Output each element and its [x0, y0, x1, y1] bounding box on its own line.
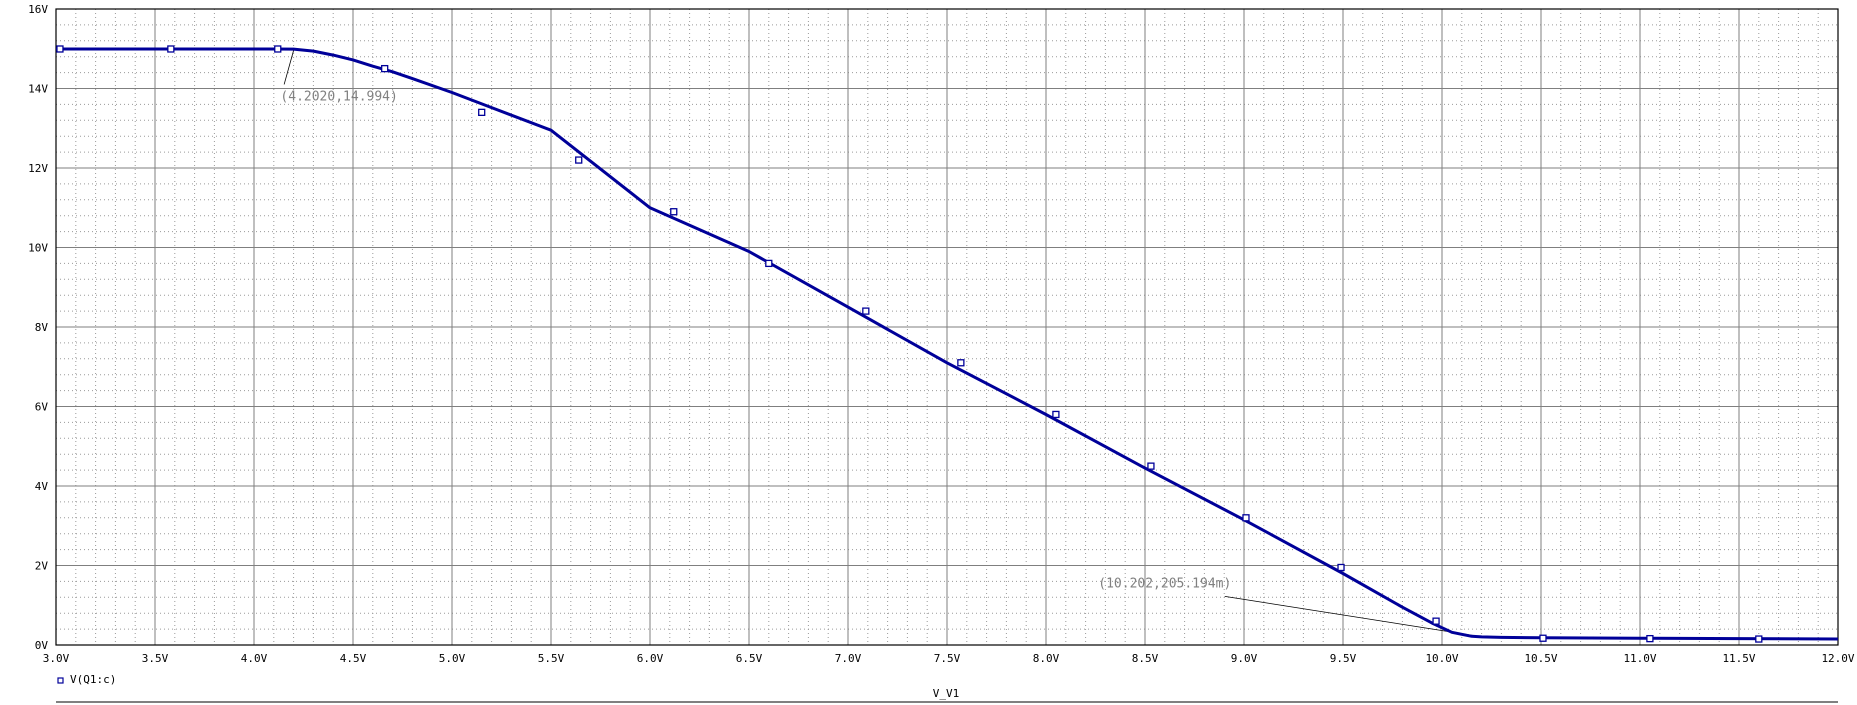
trace-marker: [381, 64, 389, 73]
trace-marker: [670, 208, 678, 216]
trace-marker: [957, 359, 965, 367]
grid: [55, 8, 1839, 646]
trace-layer: [56, 47, 1839, 641]
annotation-leaders: [283, 48, 1483, 638]
trace-marker: [1337, 563, 1345, 572]
x-tick-label: 12.0V: [1821, 652, 1854, 665]
x-tick-label: 8.0V: [1033, 652, 1060, 665]
trace-marker: [1432, 617, 1440, 625]
y-tick-label: 14V: [28, 83, 48, 96]
annotation-leader-line: [283, 48, 295, 85]
legend-marker: [57, 677, 64, 684]
trace-marker: [274, 45, 282, 53]
x-tick-label: 9.0V: [1231, 652, 1258, 665]
x-axis-label: V_V1: [933, 687, 960, 700]
x-tick-label: 3.5V: [142, 652, 169, 665]
series-line-v-q1-c: [56, 47, 1839, 641]
x-tick-label: 9.5V: [1330, 652, 1357, 665]
annotation-labels: (4.2020,14.994) (10.202,205.194m): [280, 89, 1231, 591]
trace-marker: [1539, 634, 1547, 642]
trace-marker: [167, 45, 175, 53]
trace-marker: [862, 307, 870, 315]
plot-frame: [55, 8, 1839, 646]
x-tick-label: 7.0V: [835, 652, 862, 665]
x-tick-label: 7.5V: [934, 652, 961, 665]
x-tick-label: 10.0V: [1425, 652, 1458, 665]
trace-marker: [1147, 462, 1155, 470]
y-tick-label: 6V: [35, 401, 49, 414]
annotation-leader-line: [1224, 595, 1483, 638]
trace-marker: [575, 156, 583, 164]
trace-marker: [478, 108, 486, 116]
trace-marker: [1242, 514, 1250, 522]
x-tick-label: 6.0V: [637, 652, 664, 665]
annotation-label: (10.202,205.194m): [1098, 576, 1231, 591]
y-tick-label: 16V: [28, 3, 48, 16]
legend: V(Q1:c): [57, 673, 116, 686]
annotation-label: (4.2020,14.994): [280, 89, 397, 104]
x-tick-label: 10.5V: [1524, 652, 1557, 665]
trace-marker: [1646, 634, 1654, 643]
x-tick-label: 6.5V: [736, 652, 763, 665]
x-tick-label: 4.0V: [241, 652, 268, 665]
y-tick-label: 4V: [35, 480, 49, 493]
legend-label: V(Q1:c): [70, 673, 116, 686]
y-tick-label: 10V: [28, 242, 48, 255]
y-tick-label: 2V: [35, 560, 49, 573]
x-tick-label: 3.0V: [43, 652, 70, 665]
x-tick-label: 11.5V: [1722, 652, 1755, 665]
trace-marker: [1052, 410, 1060, 419]
y-tick-label: 8V: [35, 321, 49, 334]
trace-marker: [765, 259, 773, 268]
x-tick-label: 11.0V: [1623, 652, 1656, 665]
tick-labels: 3.0V 3.5V 4.0V 4.5V 5.0V 5.5V 6.0V 6.5V 7.0V 7.5V…: [28, 3, 1855, 665]
x-tick-label: 4.5V: [340, 652, 367, 665]
marker-layer: [56, 45, 1763, 643]
y-tick-label: 12V: [28, 162, 48, 175]
trace-marker: [56, 45, 64, 53]
x-tick-label: 5.0V: [439, 652, 466, 665]
y-tick-label: 0V: [35, 639, 49, 652]
x-tick-label: 8.5V: [1132, 652, 1159, 665]
x-tick-label: 5.5V: [538, 652, 565, 665]
trace-marker: [1755, 635, 1763, 643]
